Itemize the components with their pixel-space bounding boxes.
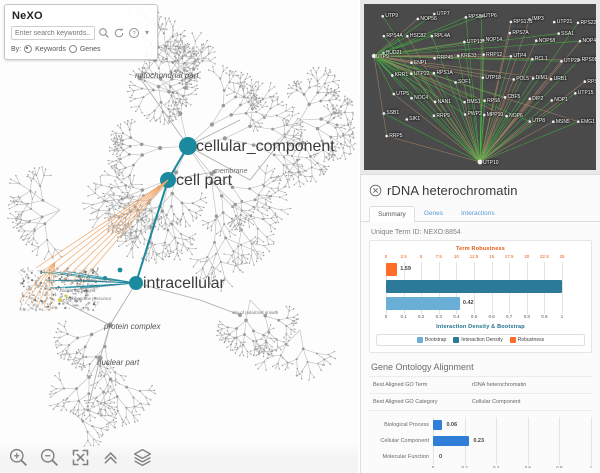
radio-label-genes: Genes [79,45,101,53]
go-chart-row: Molecular Function 0 [369,449,592,465]
radio-label-keywords: Keywords [35,45,66,53]
help-icon[interactable]: ? [128,27,140,39]
go-chart-axis: 0 0.2 0.4 0.6 0.8 1 [431,465,593,468]
tab-summary[interactable]: Summary [369,206,415,222]
chart-plot-area: 1.59 0.42 [376,262,585,314]
go-chart-label: Molecular Function [382,454,429,460]
go-chart-value: 0.23 [473,438,485,444]
bar-robustness [386,263,398,276]
view-toolbar[interactable] [0,441,358,473]
chart-xlabel: Interaction Density & Bootstrap [436,324,525,330]
hierarchy-tree-viewer[interactable]: cellular_component cell part intracellul… [0,0,358,473]
search-icon[interactable] [98,27,110,39]
chart-axis-bottom: 0 0.1 0.2 0.3 0.4 0.5 0.6 0.7 0.8 0.9 1 [384,314,564,319]
go-chart-label: Biological Process [384,422,429,428]
go-chart-value: 0 [439,454,443,460]
legend-item-bootstrap: Bootstrap [416,337,447,343]
search-panel[interactable]: NeXO ? ▾ By: Keywords Genes [4,4,158,60]
legend-label-bootstrap: Bootstrap [424,337,447,343]
close-circle-icon[interactable] [369,184,382,197]
row-value: rDNA heterochromatin [471,382,527,388]
page-title: rDNA heterochromatin [387,183,518,198]
go-chart-label: Cellular Component [380,438,429,444]
go-chart-row: Biological Process 0.06 [369,417,592,433]
detail-header: rDNA heterochromatin [361,175,600,202]
chart-title-top: Term Robustness [455,246,506,252]
unique-term-id: Unique Term ID: NEXO:8854 [371,229,461,236]
by-label: By: [11,45,22,53]
chart-legend: Bootstrap Interaction Density Robustness [376,334,585,346]
table-row: Best Aligned GO Term rDNA heterochromati… [369,377,592,394]
go-chart-value: 0.06 [446,422,458,428]
detail-tabs[interactable]: Summary Genes Interactions [361,205,600,222]
bar-value-bootstrap: 0.42 [462,300,474,306]
app-title: NeXO [12,10,43,22]
legend-label-robustness: Robustness [517,337,545,343]
interaction-network-panel[interactable]: UTP9 NOP56 UTP7 RPS8A UTP6 RPS17B IMP3 UTP21 RPS… [360,0,600,174]
go-alignment-table: Best Aligned GO Term rDNA heterochromati… [369,376,592,411]
row-key: Best Aligned GO Category [373,399,438,405]
chart-axis-top: 0 2.5 5 7.5 10 12.5 15 17.5 20 22.5 25 [384,254,565,259]
layers-icon[interactable] [132,447,153,468]
radio-keywords[interactable] [24,45,33,53]
bar-bootstrap [386,297,460,310]
tab-interactions[interactable]: Interactions [460,210,495,217]
chevron-down-icon[interactable]: ▾ [144,28,149,37]
interaction-network-canvas[interactable]: UTP9 NOP56 UTP7 RPS8A UTP6 RPS17B IMP3 UTP21 RPS… [364,4,596,170]
bar-interaction-density [386,280,562,293]
robustness-chart: Term Robustness 0 2.5 5 7.5 10 12.5 15 17.5 20 22… [369,240,592,353]
table-row: Best Aligned GO Category Cellular Compon… [369,394,592,411]
go-chart-bar [433,436,470,446]
legend-item-robustness: Robustness [509,337,545,343]
fit-screen-icon[interactable] [70,447,91,468]
search-input[interactable] [11,26,95,40]
collapse-icon[interactable] [101,447,122,468]
detail-scroll-body[interactable]: Unique Term ID: NEXO:8854 Term Robustnes… [361,222,600,468]
tab-genes[interactable]: Genes [423,210,443,217]
row-key: Best Aligned GO Term [373,382,428,388]
go-chart-row: Cellular Component 0.23 [369,433,592,449]
bar-value-robustness: 1.59 [400,266,411,272]
term-detail-panel: rDNA heterochromatin Summary Genes Inter… [360,174,600,473]
radio-genes[interactable] [68,45,77,53]
go-category-chart: Biological Process 0.06 Cellular Compone… [369,417,592,468]
tree-canvas[interactable] [0,0,358,473]
zoom-in-icon[interactable] [8,447,29,468]
zoom-out-icon[interactable] [39,447,60,468]
refresh-icon[interactable] [113,27,125,39]
row-value: Cellular Component [471,399,521,405]
go-chart-bar [433,420,443,430]
legend-label-interaction-density: Interaction Density [461,337,503,343]
legend-item-interaction-density: Interaction Density [453,337,503,343]
go-alignment-heading: Gene Ontology Alignment [371,362,474,372]
svg-text:?: ? [132,32,136,38]
